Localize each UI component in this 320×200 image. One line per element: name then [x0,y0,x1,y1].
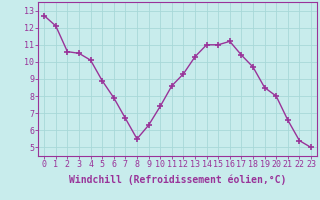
X-axis label: Windchill (Refroidissement éolien,°C): Windchill (Refroidissement éolien,°C) [69,175,286,185]
